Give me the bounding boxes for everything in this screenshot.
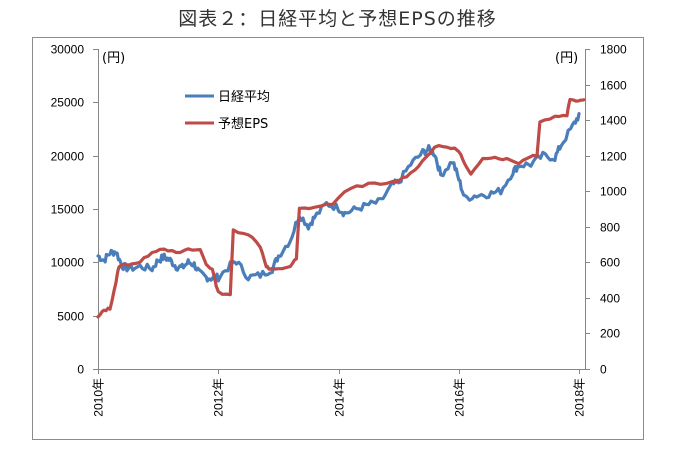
right-axis-tick-label: 400 <box>600 292 620 306</box>
right-axis-tick-label: 800 <box>600 221 620 235</box>
x-axis: 2010年 2012年 2014年 2016年 2018年 <box>92 369 587 417</box>
right-axis-tick-label: 1800 <box>600 43 627 57</box>
right-axis-tick-label: 600 <box>600 256 620 270</box>
eps-series-line <box>96 97 586 319</box>
chart-title: 図表２：日経平均と予想EPSの推移 <box>178 8 497 30</box>
x-axis-tick-label: 2010年 <box>92 378 106 417</box>
right-axis: 0 200 400 600 800 1000 1200 1400 1600 1800 <box>585 43 627 377</box>
chart-frame <box>32 37 644 440</box>
x-axis-tick-label: 2014年 <box>333 378 347 417</box>
right-axis-tick-label: 1400 <box>600 114 627 128</box>
right-axis-tick-label: 200 <box>600 327 620 341</box>
right-axis-unit: (円) <box>555 51 578 66</box>
left-axis: 0 5000 10000 15000 20000 25000 30000 <box>51 43 99 377</box>
right-axis-tick-label: 0 <box>600 363 607 377</box>
right-axis-tick-label: 1600 <box>600 79 627 93</box>
left-axis-tick-label: 15000 <box>51 203 85 217</box>
x-axis-tick-label: 2012年 <box>212 378 226 417</box>
nikkei-series-line <box>96 111 581 283</box>
right-axis-tick-label: 1000 <box>600 185 627 199</box>
left-axis-tick-label: 25000 <box>51 96 85 110</box>
legend-nikkei-label: 日経平均 <box>218 90 270 105</box>
left-axis-unit: (円) <box>102 51 125 66</box>
left-axis-tick-label: 0 <box>77 363 84 377</box>
left-axis-tick-label: 5000 <box>57 310 84 324</box>
left-axis-tick-label: 30000 <box>51 43 85 57</box>
left-axis-tick-label: 20000 <box>51 150 85 164</box>
x-axis-tick-label: 2016年 <box>453 378 467 417</box>
right-axis-tick-label: 1200 <box>600 150 627 164</box>
left-axis-tick-label: 10000 <box>51 256 85 270</box>
legend-eps-label: 予想EPS <box>218 116 268 132</box>
x-axis-tick-label: 2018年 <box>573 378 587 417</box>
legend: 日経平均 予想EPS <box>185 90 270 132</box>
